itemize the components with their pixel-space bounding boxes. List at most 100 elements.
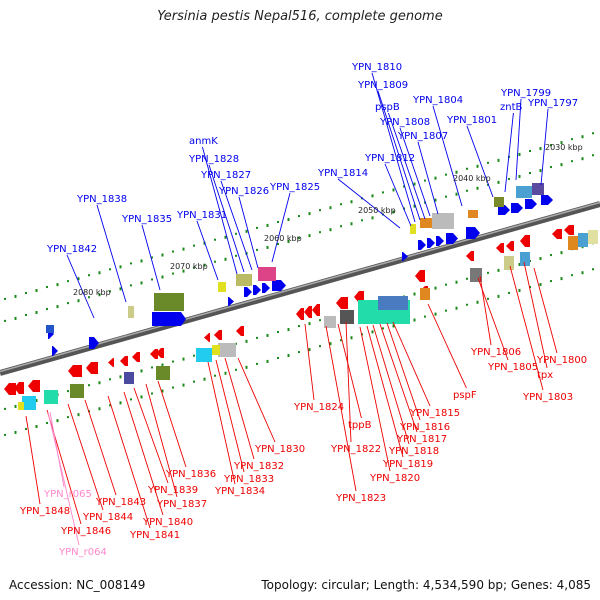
feature-block <box>212 345 220 355</box>
tick-mark <box>161 253 164 257</box>
reverse-gene-leader-line <box>25 415 41 505</box>
feature-block <box>420 288 430 300</box>
forward-gene-leader-line <box>208 164 245 273</box>
tick-mark <box>298 215 300 218</box>
tick-mark <box>539 283 542 287</box>
forward-gene-leader-line <box>466 125 494 198</box>
reverse-gene-leader-line <box>386 322 421 421</box>
tick-mark <box>161 275 164 279</box>
reverse-gene-label: YPN_1822 <box>330 444 381 455</box>
tick-mark <box>130 398 132 401</box>
forward-gene-label: YPN_1810 <box>351 62 402 73</box>
tick-mark <box>445 173 447 176</box>
tick-mark <box>109 378 111 381</box>
reverse-gene-arrow <box>552 229 562 239</box>
forward-gene-arrow <box>418 240 426 250</box>
feature-block <box>520 252 530 266</box>
reverse-gene-label: YPN_1832 <box>233 461 284 472</box>
tick-mark <box>319 209 321 212</box>
tick-mark <box>413 182 416 186</box>
tick-mark <box>172 360 174 363</box>
forward-gene-label: YPN_1801 <box>446 115 497 126</box>
reverse-gene-label: YPN_1830 <box>254 444 305 455</box>
tick-mark <box>119 375 122 379</box>
tick-mark <box>4 319 6 322</box>
tick-mark <box>487 271 489 274</box>
reverse-gene-label: YPN_1806 <box>470 347 521 358</box>
reverse-gene-arrow <box>496 243 504 253</box>
tick-mark <box>497 180 500 184</box>
feature-block <box>22 396 36 410</box>
tick-mark <box>571 274 573 277</box>
forward-gene-label: YPN_1825 <box>269 182 320 193</box>
reverse-gene-label: YPN_1823 <box>335 493 386 504</box>
reverse-gene-arrow <box>312 304 320 316</box>
reverse-gene-leader-line <box>224 357 255 460</box>
reverse-gene-arrow <box>120 356 128 366</box>
reverse-gene-arrow <box>150 349 158 359</box>
feature-block <box>470 268 482 282</box>
tick-mark <box>508 177 510 180</box>
reverse-gene-leader-line <box>337 323 362 419</box>
reverse-gene-label: YPN_1833 <box>223 474 274 485</box>
forward-gene-arrow <box>244 287 252 297</box>
reverse-gene-arrow <box>132 352 140 362</box>
forward-gene-arrow <box>402 252 408 261</box>
reverse-gene-leader-line <box>67 403 104 511</box>
tick-mark <box>161 363 164 367</box>
tick-mark <box>98 271 101 275</box>
tick-mark <box>245 365 248 369</box>
forward-gene-label: YPN_1827 <box>200 170 251 181</box>
tick-mark <box>182 247 185 251</box>
tick-mark <box>518 262 521 266</box>
tick-mark <box>256 248 258 251</box>
reverse-gene-leader-line <box>533 267 558 354</box>
accession-text: Accession: NC_008149 <box>9 578 146 592</box>
reverse-gene-label: YPN_1843 <box>95 497 146 508</box>
forward-gene-label: YPN_1838 <box>76 194 127 205</box>
tick-mark <box>67 416 69 419</box>
tick-mark <box>277 220 279 223</box>
tick-mark <box>67 302 69 305</box>
feature-block <box>124 372 134 384</box>
tick-mark <box>466 189 468 192</box>
tick-mark <box>298 237 300 240</box>
forward-gene-arrow <box>89 337 99 349</box>
tick-mark <box>14 404 17 408</box>
tick-mark <box>98 293 101 297</box>
label-layer: 2030 kbp 2040 kbp 2050 kbp 2060 kbp 2070 kbp… <box>19 62 587 558</box>
tick-mark <box>130 284 132 287</box>
forward-gene-arrow <box>466 227 480 239</box>
forward-gene-leader-line <box>220 180 253 271</box>
tick-mark <box>592 132 594 135</box>
tick-mark <box>193 266 195 269</box>
tick-mark <box>193 354 195 357</box>
backbone-line <box>0 201 600 376</box>
tick-mark <box>581 271 584 275</box>
tick-mark <box>224 235 227 239</box>
tick-mark <box>497 158 500 162</box>
forward-gene-leader-line <box>238 196 259 269</box>
tick-mark <box>245 339 248 343</box>
forward-gene-label: YPN_1828 <box>188 154 239 165</box>
tick-mark <box>518 288 521 292</box>
tick-mark <box>329 228 332 232</box>
forward-gene-label: zntB <box>500 102 523 113</box>
tick-mark <box>319 319 321 322</box>
feature-block <box>218 343 236 357</box>
tick-mark <box>392 324 395 328</box>
tick-mark <box>455 192 458 196</box>
tick-mark <box>224 257 227 261</box>
tick-mark <box>4 297 6 300</box>
tick-mark <box>161 389 164 393</box>
tick-mark <box>434 176 437 180</box>
reverse-gene-arrow <box>336 297 348 309</box>
tick-mark <box>172 272 174 275</box>
feature-block <box>340 310 354 324</box>
forward-gene-arrow <box>436 236 444 246</box>
feature-block <box>236 274 252 286</box>
reverse-gene-label: YPN_1815 <box>409 408 460 419</box>
reverse-gene-leader-line <box>477 277 509 361</box>
reverse-gene-label: YPN_1820 <box>369 473 420 484</box>
tick-mark <box>455 306 458 310</box>
